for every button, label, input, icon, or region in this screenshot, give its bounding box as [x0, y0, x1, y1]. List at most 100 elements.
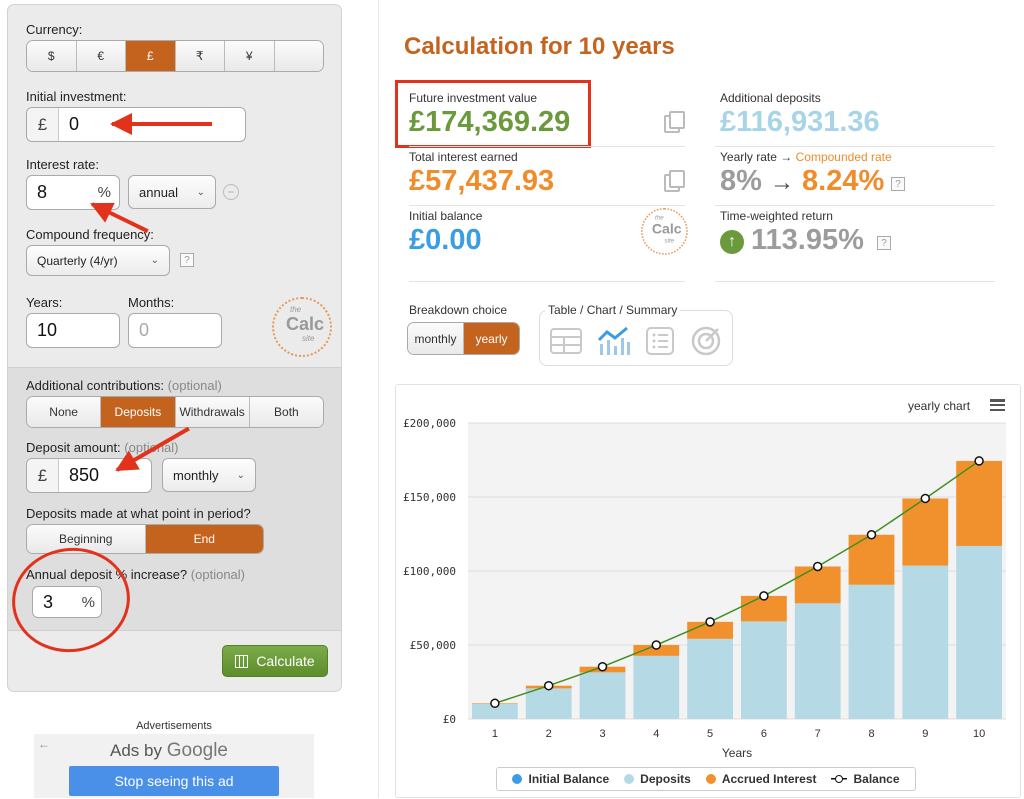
- y-tick-label: £0: [443, 713, 456, 726]
- currency-option--[interactable]: $: [27, 41, 77, 71]
- legend-label: Initial Balance: [528, 772, 610, 786]
- target-view-icon[interactable]: [687, 322, 725, 360]
- x-tick-label: 3: [599, 728, 605, 740]
- balance-point: [651, 640, 662, 650]
- help-icon[interactable]: ?: [877, 236, 891, 250]
- back-arrow-icon[interactable]: ←: [38, 737, 50, 751]
- chart-view-icon[interactable]: [595, 322, 633, 360]
- arrow-up-icon: ↑: [720, 230, 744, 254]
- balance-point: [920, 493, 931, 504]
- table-view-icon[interactable]: [547, 322, 585, 360]
- annual-increase-value: 3: [43, 591, 54, 612]
- calculate-button[interactable]: Calculate: [222, 645, 328, 677]
- x-axis-label: Years: [722, 746, 752, 760]
- contribution-option-deposits[interactable]: Deposits: [101, 397, 176, 427]
- years-input[interactable]: 10: [26, 313, 120, 348]
- deposit-period-value: monthly: [173, 467, 219, 483]
- chart-svg: £0 £50,000 £100,000 £150,000 £200,000 1 2 3 4 5 6 7…: [403, 417, 1006, 760]
- contribution-option-withdrawals[interactable]: Withdrawals: [175, 397, 250, 427]
- help-icon[interactable]: ?: [180, 253, 194, 267]
- y-tick-label: £150,000: [403, 491, 456, 504]
- x-tick-label: 7: [815, 728, 821, 740]
- legend-item-initial-balance[interactable]: Initial Balance: [512, 772, 609, 786]
- bar-deposits: [794, 603, 841, 719]
- bar-deposits: [633, 655, 680, 719]
- currency-option--[interactable]: ₹: [175, 41, 225, 71]
- deposits-label: Additional deposits: [720, 91, 821, 105]
- y-tick-label: £100,000: [403, 565, 456, 578]
- legend-label: Accrued Interest: [721, 772, 817, 786]
- stop-ad-button[interactable]: Stop seeing this ad: [69, 766, 279, 796]
- bar-deposits: [956, 545, 1002, 719]
- currency-option--[interactable]: £: [126, 41, 176, 71]
- percent-unit: %: [81, 593, 95, 611]
- copy-icon[interactable]: [664, 111, 685, 133]
- currency-option--[interactable]: ¥: [225, 41, 275, 71]
- summary-view-icon[interactable]: [641, 322, 679, 360]
- rate-period-select[interactable]: annual ⌄: [128, 175, 216, 209]
- legend-item-balance[interactable]: Balance: [831, 772, 900, 786]
- legend-item-accrued-interest[interactable]: Accrued Interest: [705, 772, 817, 786]
- calculate-label: Calculate: [256, 653, 315, 669]
- chart-container: yearly chart £0 £50,000 £100,000 £150,000 £2…: [395, 384, 1021, 798]
- twr-label: Time-weighted return: [720, 209, 833, 223]
- bar-deposits: [687, 638, 733, 719]
- copy-icon[interactable]: [664, 170, 685, 192]
- contribution-option-both[interactable]: Both: [249, 397, 323, 427]
- chevron-down-icon: ⌄: [196, 186, 205, 198]
- balance-line: [494, 460, 980, 705]
- help-icon[interactable]: ?: [891, 177, 905, 191]
- balance-point: [974, 456, 984, 466]
- months-input[interactable]: 0: [128, 313, 222, 348]
- yearly-rate-label: Yearly rate → Compounded rate: [720, 150, 892, 164]
- interest-value: £57,437.93: [409, 165, 555, 197]
- interest-label: Total interest earned: [409, 150, 518, 164]
- x-tick-label: 1: [492, 728, 498, 740]
- contribution-option-none[interactable]: None: [27, 397, 102, 427]
- currency-option--[interactable]: €: [76, 41, 126, 71]
- rate-period-value: annual: [139, 184, 179, 200]
- bar-deposits: [525, 688, 572, 719]
- currency-prefix: £: [27, 108, 59, 141]
- breakdown-option-yearly[interactable]: yearly: [464, 323, 519, 354]
- future-value: £174,369.29: [409, 106, 571, 138]
- results-title: Calculation for 10 years: [404, 33, 675, 60]
- x-tick-label: 5: [707, 728, 713, 740]
- menu-icon[interactable]: [990, 399, 1005, 411]
- bar-accrued-interest: [956, 460, 1002, 546]
- legend-line-marker: [831, 774, 848, 784]
- x-tick-label: 10: [973, 728, 985, 740]
- balance-point: [543, 680, 554, 691]
- initial-investment-value: 0: [69, 114, 80, 134]
- balance-point: [866, 529, 877, 540]
- legend-marker: [624, 774, 635, 784]
- balance-point: [705, 617, 715, 627]
- divider: [409, 146, 685, 147]
- remove-icon[interactable]: −: [223, 184, 239, 200]
- deposit-timing-label: Deposits made at what point in period?: [26, 506, 251, 521]
- timing-option-beginning[interactable]: Beginning: [27, 525, 146, 553]
- x-tick-label: 4: [653, 728, 659, 740]
- future-value-label: Future investment value: [409, 91, 538, 105]
- breakdown-option-monthly[interactable]: monthly: [408, 323, 464, 354]
- initial-balance-value: £0.00: [409, 224, 482, 256]
- years-label: Years:: [26, 295, 63, 310]
- y-tick-label: £50,000: [410, 639, 456, 652]
- balance-point: [759, 591, 769, 601]
- deposits-value: £116,931.36: [720, 106, 880, 138]
- ads-by-google: Ads by Google: [110, 740, 228, 761]
- breakdown-selector: monthly yearly: [407, 322, 520, 355]
- divider: [409, 205, 685, 206]
- interest-rate-input[interactable]: 8 %: [26, 175, 120, 210]
- currency-prefix: £: [27, 459, 59, 492]
- currency-option-blank[interactable]: [274, 41, 323, 71]
- interest-rate-label: Interest rate:: [26, 157, 99, 172]
- calculator-icon: [235, 654, 249, 668]
- chevron-down-icon: ⌄: [236, 469, 245, 481]
- annual-increase-input[interactable]: 3 %: [32, 586, 102, 618]
- deposit-period-select[interactable]: monthly ⌄: [162, 458, 256, 492]
- compound-frequency-select[interactable]: Quarterly (4/yr) ⌄: [26, 245, 170, 276]
- legend-item-deposits[interactable]: Deposits: [624, 772, 691, 786]
- breakdown-label: Breakdown choice: [409, 303, 508, 317]
- timing-option-end[interactable]: End: [145, 525, 263, 553]
